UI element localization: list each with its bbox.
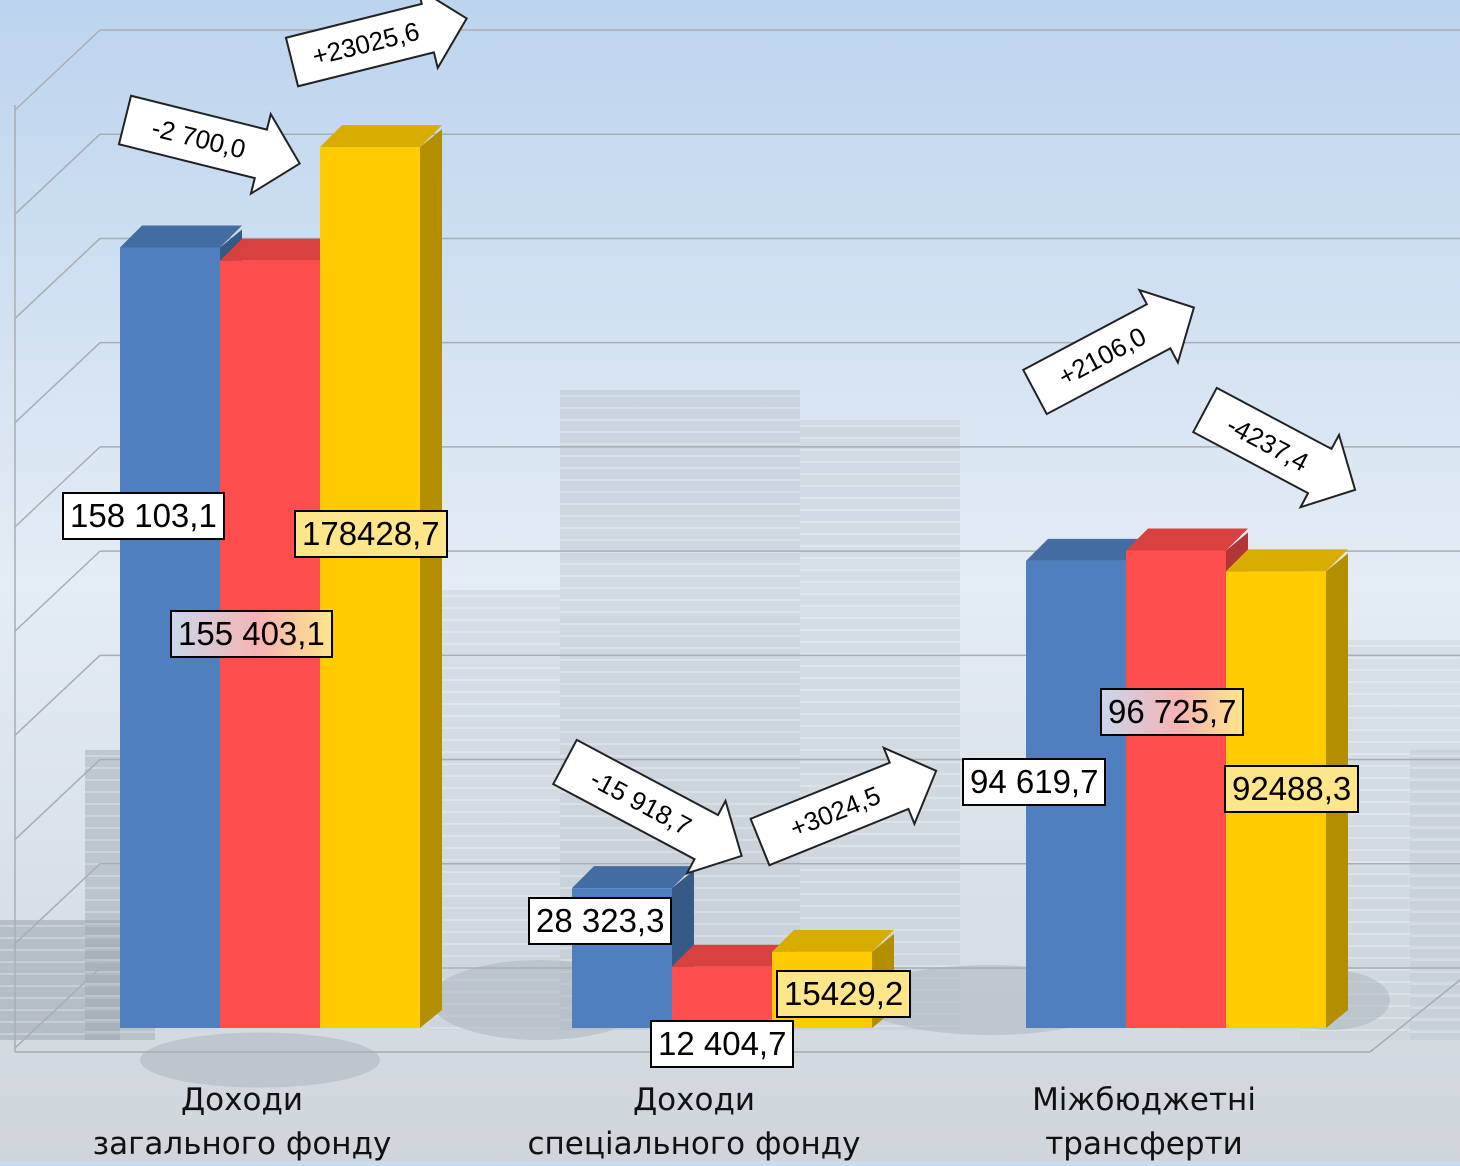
background-coin-stack — [1410, 750, 1460, 1040]
bar-s1-c2 — [1126, 550, 1226, 1028]
value-label-s0-c0: 158 103,1 — [62, 492, 225, 540]
category-label-1: Доходи спеціального фонду — [484, 1078, 904, 1166]
bar-top-s2-c0 — [320, 125, 442, 148]
gridline-depth — [14, 446, 101, 528]
bar-top-s0-c1 — [572, 866, 694, 889]
value-label-s2-c0: 178428,7 — [294, 510, 448, 558]
category-label-2: Міжбюджетні трансферти — [934, 1078, 1354, 1166]
bar-s1-c1 — [672, 966, 772, 1028]
bar-top-s1-c0 — [220, 238, 342, 261]
gridline-depth — [14, 863, 101, 945]
change-arrow-shape-0 — [117, 94, 302, 196]
bar-top-s1-c2 — [1126, 528, 1248, 551]
value-label-s1-c2: 96 725,7 — [1100, 688, 1245, 736]
gridline-depth — [14, 133, 101, 215]
gridline-depth — [14, 550, 101, 632]
change-arrow-shape-3 — [749, 745, 938, 867]
gridline-depth — [14, 29, 101, 111]
bar-top-s2-c1 — [772, 929, 894, 952]
value-label-s2-c2: 92488,3 — [1224, 765, 1360, 813]
category-label-0-line-2: загального фонду — [92, 1126, 392, 1162]
category-label-2-line-2: трансферти — [1045, 1126, 1243, 1162]
bar-side-s2-c0 — [420, 129, 442, 1029]
change-arrow-shape-2 — [551, 738, 743, 876]
category-label-2-line-1: Міжбюджетні — [1032, 1082, 1256, 1118]
gridline-depth — [14, 967, 101, 1049]
bar-top-s0-c2 — [1026, 538, 1148, 561]
background-coin-stack — [430, 590, 560, 1030]
change-arrow-shape-4 — [1021, 288, 1196, 416]
change-arrow-shape-5 — [1191, 386, 1357, 509]
bar-top-s2-c2 — [1226, 549, 1348, 572]
bar-top-s0-c0 — [120, 225, 242, 248]
bar-top-s1-c1 — [672, 944, 794, 967]
gridline-depth — [14, 342, 101, 424]
gridline-depth — [14, 237, 101, 319]
value-label-s1-c0: 155 403,1 — [170, 610, 333, 658]
category-label-1-line-1: Доходи — [632, 1082, 756, 1118]
category-label-0: Доходи загального фонду — [32, 1078, 452, 1166]
bar-s2-c0 — [320, 147, 420, 1029]
value-label-s0-c2: 94 619,7 — [962, 758, 1107, 806]
gridline-depth — [14, 759, 101, 841]
value-label-s1-c1: 12 404,7 — [650, 1020, 795, 1068]
change-arrow-4: +2106,0 — [1021, 288, 1196, 416]
background-coin-stack — [800, 420, 960, 1030]
category-label-0-line-1: Доходи — [180, 1082, 304, 1118]
floor-depth — [1369, 979, 1460, 1053]
value-label-s2-c1: 15429,2 — [776, 970, 912, 1018]
change-arrow-0: -2 700,0 — [117, 94, 302, 196]
value-label-s0-c1: 28 323,3 — [528, 897, 673, 945]
change-arrow-shape-1 — [284, 0, 469, 88]
gridline-depth — [14, 654, 101, 736]
background-coin — [140, 1032, 380, 1088]
category-label-1-line-2: спеціального фонду — [527, 1126, 861, 1162]
